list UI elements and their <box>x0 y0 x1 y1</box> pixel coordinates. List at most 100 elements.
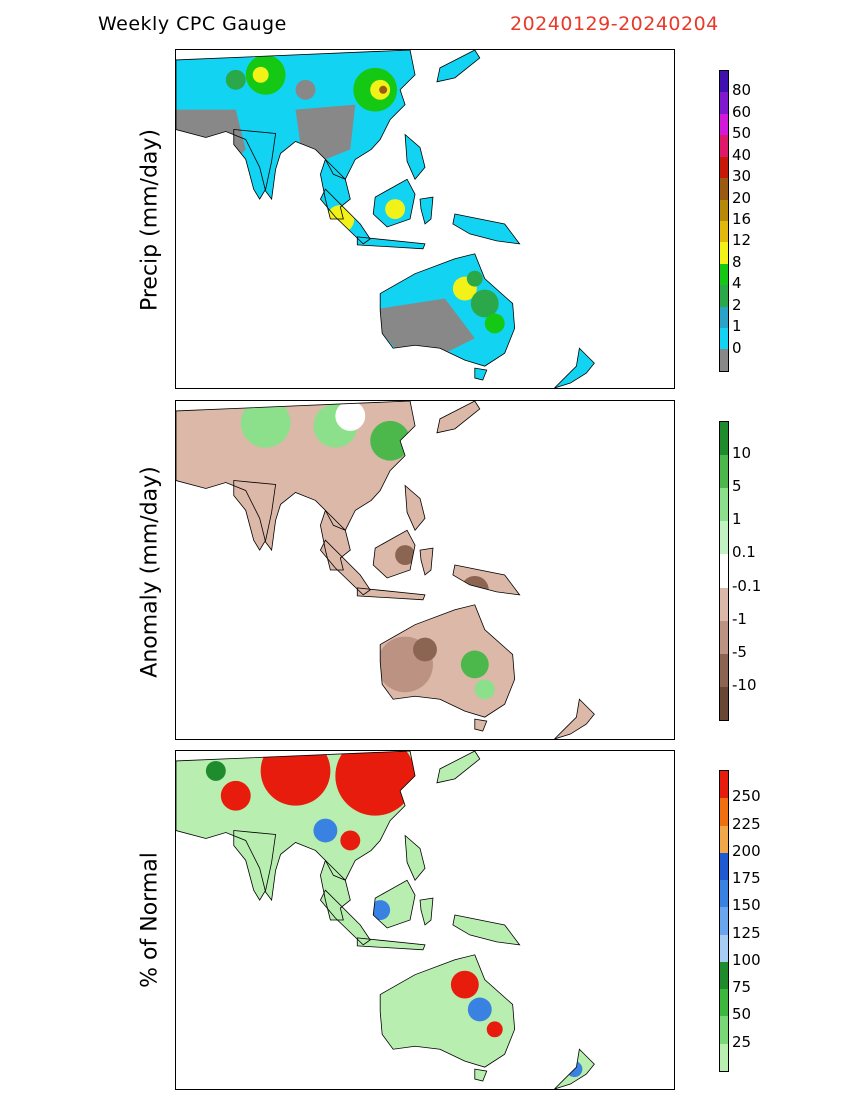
coastline-india <box>233 830 277 901</box>
colorbar-swatch <box>720 199 728 221</box>
coastline-java <box>356 236 426 250</box>
colorbar-swatch <box>720 798 728 826</box>
panel1-ylabel: Precip (mm/day) <box>137 128 163 312</box>
colorbar-swatch <box>720 852 728 881</box>
colorbar-tick-label: 2 <box>732 295 742 314</box>
coastline-indochina <box>320 158 351 220</box>
coastline-australia <box>379 954 516 1068</box>
coastline-japan <box>436 401 481 434</box>
colorbar-tick-label: 16 <box>732 210 752 228</box>
colorbar-swatch <box>720 220 728 243</box>
coastline-png <box>452 914 521 946</box>
coastline-asia <box>176 751 416 902</box>
colorbar-tick-label: 25 <box>732 1032 752 1051</box>
colorbar-swatch <box>720 156 728 179</box>
colorbar-tick-label: 125 <box>732 923 761 942</box>
figure-title: Weekly CPC Gauge <box>98 13 287 35</box>
coastline-asia <box>176 50 416 201</box>
colorbar-swatch <box>720 178 728 200</box>
colorbar-swatch <box>720 422 728 456</box>
coastline-nz <box>554 698 595 739</box>
colorbar-swatch <box>720 653 728 687</box>
coastline-tasmania <box>474 1068 488 1082</box>
colorbar-tick-label: 5 <box>732 477 742 496</box>
colorbar-tick-label: -0.1 <box>732 576 762 595</box>
coastline-japan <box>436 751 481 784</box>
coastline-asia <box>176 401 416 552</box>
coastline-indochina <box>320 859 351 921</box>
colorbar-tick-label: 30 <box>732 167 752 186</box>
percent-normal-map-panel <box>175 750 675 1090</box>
coastline-sulawesi <box>419 196 434 225</box>
colorbar-tick-label: 4 <box>732 274 742 293</box>
colorbar-tick-label: 10 <box>732 444 752 463</box>
colorbar-tick-label: -10 <box>732 675 757 694</box>
colorbar-swatch <box>720 521 728 555</box>
colorbar-swatch <box>720 825 728 853</box>
colorbar-swatch <box>720 587 728 621</box>
coastline-tasmania <box>474 718 488 732</box>
colorbar-swatch <box>720 92 728 114</box>
colorbar-tick-label: 75 <box>732 978 752 997</box>
coastline-sumatra <box>319 889 371 946</box>
coastline-tasmania <box>474 367 488 381</box>
colorbar-swatch <box>720 961 728 990</box>
colorbar-tick-label: 200 <box>732 841 761 860</box>
coastline-sumatra <box>319 188 371 245</box>
colorbar-tick-label: 1 <box>732 510 742 529</box>
colorbar-tick-label: 8 <box>732 252 742 271</box>
coastline-sulawesi <box>419 897 434 926</box>
anomaly-colorbar <box>719 421 729 721</box>
colorbar-tick-label: 0 <box>732 338 742 357</box>
colorbar-swatch <box>720 1043 728 1071</box>
coastline-india <box>233 129 277 200</box>
colorbar-tick-label: 80 <box>732 81 752 100</box>
colorbar-swatch <box>720 349 728 371</box>
coastline-java <box>356 937 426 951</box>
coastline-png <box>452 564 521 596</box>
colorbar-tick-label: 50 <box>732 124 752 143</box>
colorbar-tick-label: -1 <box>732 609 747 628</box>
colorbar-swatch <box>720 455 728 489</box>
coastline-borneo <box>372 529 416 579</box>
colorbar-swatch <box>720 620 728 654</box>
coastline-borneo <box>372 178 416 228</box>
coastline-australia <box>379 253 516 367</box>
colorbar-swatch <box>720 1016 728 1044</box>
colorbar-swatch <box>720 686 728 720</box>
colorbar-tick-label: 50 <box>732 1005 752 1024</box>
colorbar-tick-label: 20 <box>732 188 752 207</box>
coastline-india <box>233 480 277 551</box>
precip-map-panel <box>175 49 675 389</box>
colorbar-swatch <box>720 771 728 799</box>
colorbar-tick-label: 60 <box>732 102 752 121</box>
colorbar-swatch <box>720 285 728 307</box>
colorbar-tick-label: 0.1 <box>732 543 756 562</box>
colorbar-tick-label: 12 <box>732 231 752 250</box>
colorbar-swatch <box>720 554 728 588</box>
coastline-png <box>452 213 521 245</box>
colorbar-tick-label: 1 <box>732 317 742 336</box>
anomaly-map-panel <box>175 400 675 740</box>
colorbar-tick-label: -5 <box>732 642 747 661</box>
colorbar-tick-label: 175 <box>732 869 761 888</box>
colorbar-swatch <box>720 328 728 350</box>
panel2-ylabel: Anomaly (mm/day) <box>137 466 163 678</box>
colorbar-swatch <box>720 907 728 935</box>
coastline-philippines <box>404 834 426 881</box>
date-range: 20240129-20240204 <box>510 13 719 35</box>
coastline-nz <box>554 1048 595 1089</box>
colorbar-swatch <box>720 989 728 1017</box>
colorbar-tick-label: 250 <box>732 787 761 806</box>
colorbar-swatch <box>720 306 728 329</box>
coastline-philippines <box>404 484 426 531</box>
coastline-sumatra <box>319 539 371 596</box>
coastline-philippines <box>404 133 426 180</box>
colorbar-tick-label: 40 <box>732 145 752 164</box>
precip-colorbar <box>719 70 729 372</box>
colorbar-tick-label: 150 <box>732 896 761 915</box>
coastline-indochina <box>320 509 351 571</box>
colorbar-swatch <box>720 135 728 157</box>
colorbar-tick-label: 100 <box>732 950 761 969</box>
colorbar-tick-label: 225 <box>732 814 761 833</box>
